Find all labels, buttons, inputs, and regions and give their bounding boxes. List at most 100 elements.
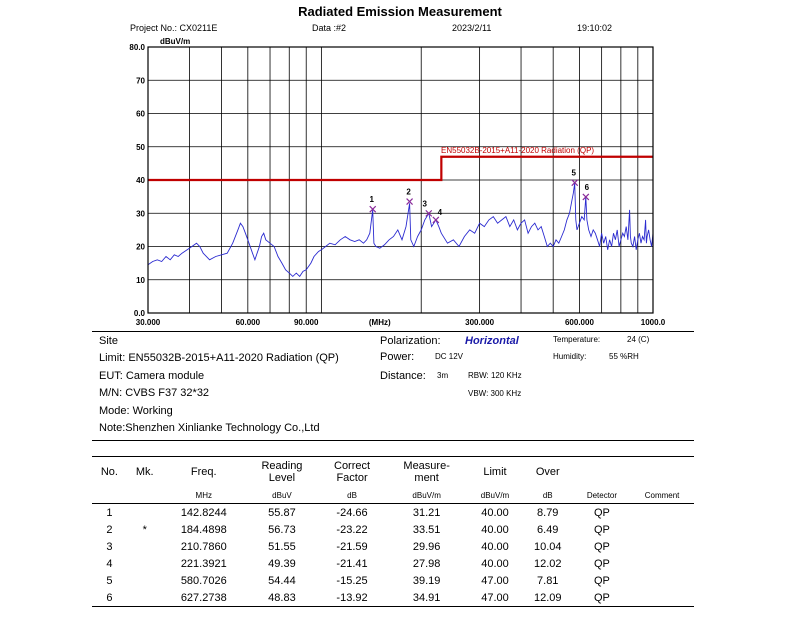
- column-unit: dBuV/m: [385, 487, 469, 504]
- marker-cross: [582, 193, 590, 201]
- x-tick-label: (MHz): [369, 318, 391, 327]
- y-tick-label: 10: [136, 276, 145, 285]
- y-tick-label: 30: [136, 209, 145, 218]
- data-number: Data :#2: [312, 23, 347, 33]
- column-unit: Detector: [573, 487, 631, 504]
- table-cell: 221.3921: [180, 557, 227, 570]
- table-cell: 627.2738: [162, 589, 245, 607]
- table-cell: 1: [106, 506, 113, 519]
- peak-marker-1: 1: [369, 195, 377, 213]
- table-cell: [127, 572, 163, 589]
- table-cell: 5: [106, 574, 113, 587]
- table-cell: 47.00: [468, 589, 522, 607]
- column-unit: dBuV: [244, 487, 320, 504]
- table-cell: [630, 555, 694, 572]
- table-cell: *: [142, 523, 147, 536]
- peak-markers: 1 2 3 4 56: [369, 169, 590, 224]
- table-cell: 12.09: [521, 589, 574, 607]
- table-cell: 27.98: [412, 557, 441, 570]
- table-cell: [630, 521, 694, 538]
- table-cell: 47.00: [481, 574, 509, 587]
- power-label: Power:: [380, 351, 415, 363]
- marker-number: 2: [406, 188, 411, 197]
- table-cell: QP: [573, 589, 631, 607]
- chart-grid: [148, 47, 653, 313]
- table-cell: 6.49: [537, 523, 559, 536]
- marker-cross: [432, 216, 440, 224]
- column-unit: [126, 487, 163, 504]
- table-row: 4 221.3921 49.39 -21.41 27.98 40.00 12.02 QP: [92, 555, 694, 572]
- marker-cross: [369, 205, 377, 213]
- x-axis-labels: 30.000 60.000 90.000 (MHz) 300.000 600.000 100…: [136, 318, 666, 327]
- x-tick-label: 1000.0: [641, 318, 666, 327]
- column-header: Reading Level: [244, 456, 320, 487]
- marker-cross: [425, 209, 433, 217]
- marker-cross: [571, 179, 579, 187]
- marker-number: 5: [571, 169, 576, 178]
- table-cell: 3: [106, 540, 113, 553]
- table-cell: [630, 589, 694, 607]
- table-cell: 39.19: [412, 574, 441, 587]
- table-units-row: MHz dBuV dB dBuV/m dBuV/m dB Detector Comment: [92, 487, 694, 504]
- results-table: No. Mk. Freq. Reading Level Correct Factor Meas…: [92, 456, 694, 607]
- column-unit: MHz: [162, 487, 245, 504]
- column-header: Over: [521, 456, 574, 487]
- table-cell: 8.79: [537, 506, 559, 519]
- marker-number: 3: [423, 199, 428, 208]
- y-tick-label: 40: [136, 176, 145, 185]
- table-row: 5 580.7026 54.44 -15.25 39.19 47.00 7.81 QP: [92, 572, 694, 589]
- column-unit: Comment: [630, 487, 694, 504]
- column-header: Mk.: [126, 456, 163, 487]
- table-cell: 184.4898: [180, 523, 227, 536]
- page-title: Radiated Emission Measurement: [298, 4, 502, 19]
- polarization-value: Horizontal: [465, 335, 519, 347]
- y-axis-labels: 80.0 70 60 50 40 30 20 10 0.0: [129, 43, 145, 318]
- table-cell: 55.87: [268, 506, 296, 519]
- model-text: M/N: CVBS F37 32*32: [99, 387, 210, 399]
- table-cell: 49.39: [268, 557, 296, 570]
- marker-number: 4: [438, 208, 443, 217]
- table-cell: QP: [593, 557, 610, 570]
- eut-text: EUT: Camera module: [99, 370, 205, 382]
- table-cell: [127, 555, 163, 572]
- distance-label: Distance:: [380, 370, 426, 382]
- table-cell: 210.7860: [180, 540, 227, 553]
- table-cell: [126, 589, 163, 607]
- x-tick-label: 600.000: [565, 318, 594, 327]
- y-axis-unit: dBuV/m: [160, 37, 190, 46]
- table-row: 6 627.2738 48.83 -13.92 34.91 47.00 12.09 QP: [92, 589, 694, 607]
- table-cell: 7.81: [537, 574, 559, 587]
- table-cell: -21.59: [336, 540, 368, 553]
- limit-label: EN55032B-2015+A11-2020 Radiation (QP): [441, 146, 594, 155]
- column-header: Limit: [468, 456, 522, 487]
- table-row: 2 * 184.4898 56.73 -23.22 33.51 40.00 6.49 QP: [92, 521, 694, 538]
- table-cell: 40.00: [481, 523, 509, 536]
- table-header-row: No. Mk. Freq. Reading Level Correct Factor Meas…: [92, 456, 694, 487]
- column-unit: dBuV/m: [468, 487, 522, 504]
- column-unit: dB: [319, 487, 386, 504]
- column-header: Correct Factor: [319, 456, 386, 487]
- column-header: [630, 456, 694, 487]
- table-cell: -15.25: [336, 574, 368, 587]
- plot-frame: [147, 46, 654, 314]
- table-cell: -21.41: [336, 557, 368, 570]
- rbw-value: RBW: 120 KHz: [468, 371, 522, 380]
- y-tick-label: 60: [136, 110, 145, 119]
- table-cell: 31.21: [412, 506, 441, 519]
- x-tick-label: 300.000: [465, 318, 494, 327]
- site-label: Site: [99, 335, 118, 347]
- table-cell: 40.00: [481, 506, 509, 519]
- info-top-divider: [92, 331, 694, 332]
- project-number: Project No.: CX0211E: [130, 23, 218, 33]
- test-date: 2023/2/11: [452, 23, 492, 33]
- limit-text: Limit: EN55032B-2015+A11-2020 Radiation …: [99, 352, 339, 364]
- limit-line: [148, 155, 653, 182]
- table-cell: [630, 538, 694, 555]
- mode-text: Mode: Working: [99, 405, 173, 417]
- table-cell: 29.96: [412, 540, 441, 553]
- x-tick-label: 60.000: [236, 318, 261, 327]
- table-cell: -23.22: [336, 523, 368, 536]
- table-cell: QP: [593, 540, 610, 553]
- test-time: 19:10:02: [577, 23, 613, 33]
- emission-trace: [147, 183, 654, 278]
